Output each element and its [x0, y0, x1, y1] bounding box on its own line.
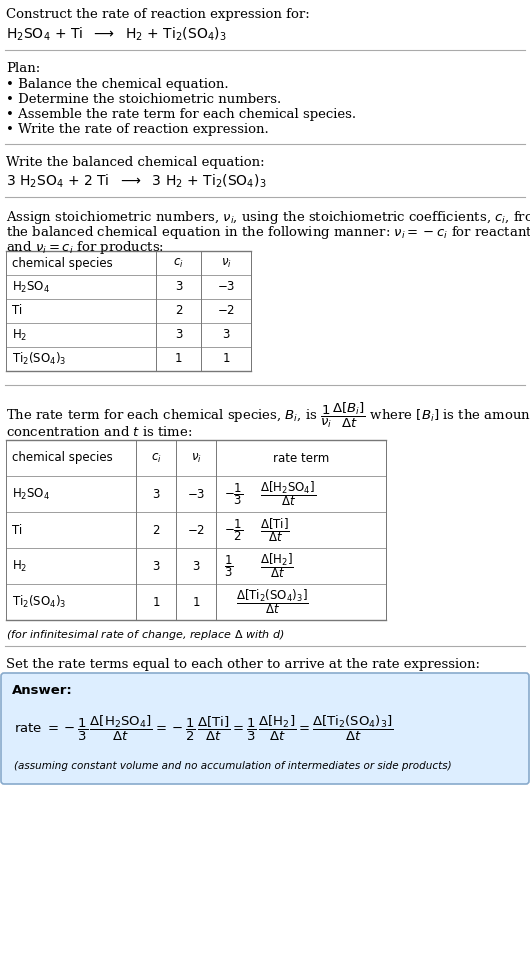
FancyBboxPatch shape	[1, 673, 529, 784]
Text: chemical species: chemical species	[12, 452, 113, 465]
Text: 3: 3	[192, 559, 200, 573]
Text: Ti: Ti	[12, 305, 22, 317]
Text: 3 $\mathrm{H_2SO_4}$ + 2 Ti  $\longrightarrow$  3 $\mathrm{H_2}$ + $\mathrm{Ti_2: 3 $\mathrm{H_2SO_4}$ + 2 Ti $\longrighta…	[6, 173, 267, 190]
Text: Assign stoichiometric numbers, $\nu_i$, using the stoichiometric coefficients, $: Assign stoichiometric numbers, $\nu_i$, …	[6, 209, 530, 226]
Text: Answer:: Answer:	[12, 684, 73, 697]
Text: • Write the rate of reaction expression.: • Write the rate of reaction expression.	[6, 123, 269, 136]
Text: $c_i$: $c_i$	[151, 452, 161, 465]
Text: 1: 1	[175, 352, 182, 365]
Text: rate term: rate term	[273, 452, 329, 465]
Text: Set the rate terms equal to each other to arrive at the rate expression:: Set the rate terms equal to each other t…	[6, 658, 480, 671]
Text: $\mathrm{H_2}$: $\mathrm{H_2}$	[12, 328, 28, 343]
Text: 2: 2	[175, 305, 182, 317]
Text: $\mathrm{H_2SO_4}$: $\mathrm{H_2SO_4}$	[12, 279, 50, 295]
Text: rate $= -\dfrac{1}{3}\,\dfrac{\Delta[\mathrm{H_2SO_4}]}{\Delta t} = -\dfrac{1}{2: rate $= -\dfrac{1}{3}\,\dfrac{\Delta[\ma…	[14, 713, 394, 743]
Text: (assuming constant volume and no accumulation of intermediates or side products): (assuming constant volume and no accumul…	[14, 761, 452, 771]
Text: 3: 3	[175, 280, 182, 294]
Text: $-3$: $-3$	[187, 487, 205, 501]
Text: $-\dfrac{1}{2}$: $-\dfrac{1}{2}$	[224, 517, 243, 543]
Text: $\dfrac{\Delta[\mathrm{H_2SO_4}]}{\Delta t}$: $\dfrac{\Delta[\mathrm{H_2SO_4}]}{\Delta…	[260, 479, 316, 508]
Text: $-2$: $-2$	[217, 305, 235, 317]
Text: 1: 1	[152, 595, 160, 608]
Text: $-3$: $-3$	[217, 280, 235, 294]
Text: $-\dfrac{1}{3}$: $-\dfrac{1}{3}$	[224, 481, 243, 507]
Text: $\mathrm{Ti_2(SO_4)_3}$: $\mathrm{Ti_2(SO_4)_3}$	[12, 594, 66, 610]
Text: $\mathrm{H_2SO_4}$ + Ti  $\longrightarrow$  $\mathrm{H_2}$ + $\mathrm{Ti_2(SO_4): $\mathrm{H_2SO_4}$ + Ti $\longrightarrow…	[6, 26, 227, 43]
Text: Construct the rate of reaction expression for:: Construct the rate of reaction expressio…	[6, 8, 310, 21]
Text: • Assemble the rate term for each chemical species.: • Assemble the rate term for each chemic…	[6, 108, 356, 121]
Text: the balanced chemical equation in the following manner: $\nu_i = -c_i$ for react: the balanced chemical equation in the fo…	[6, 224, 530, 241]
Text: 2: 2	[152, 523, 160, 537]
Text: 1: 1	[192, 595, 200, 608]
Text: (for infinitesimal rate of change, replace $\Delta$ with $d$): (for infinitesimal rate of change, repla…	[6, 628, 285, 642]
Text: 3: 3	[175, 329, 182, 342]
Text: • Determine the stoichiometric numbers.: • Determine the stoichiometric numbers.	[6, 93, 281, 106]
Text: $\mathrm{H_2}$: $\mathrm{H_2}$	[12, 558, 28, 574]
Text: 3: 3	[152, 559, 160, 573]
Text: chemical species: chemical species	[12, 257, 113, 269]
Text: $\mathrm{Ti_2(SO_4)_3}$: $\mathrm{Ti_2(SO_4)_3}$	[12, 351, 66, 367]
Text: 3: 3	[152, 487, 160, 501]
Text: The rate term for each chemical species, $B_i$, is $\dfrac{1}{\nu_i}\dfrac{\Delt: The rate term for each chemical species,…	[6, 401, 530, 430]
Text: $\mathrm{H_2SO_4}$: $\mathrm{H_2SO_4}$	[12, 486, 50, 502]
Text: Ti: Ti	[12, 523, 22, 537]
Text: $\dfrac{\Delta[\mathrm{Ti}]}{\Delta t}$: $\dfrac{\Delta[\mathrm{Ti}]}{\Delta t}$	[260, 516, 290, 544]
Text: and $\nu_i = c_i$ for products:: and $\nu_i = c_i$ for products:	[6, 239, 164, 256]
Text: $\nu_i$: $\nu_i$	[191, 452, 201, 465]
Text: Plan:: Plan:	[6, 62, 40, 75]
Text: $\dfrac{\Delta[\mathrm{H_2}]}{\Delta t}$: $\dfrac{\Delta[\mathrm{H_2}]}{\Delta t}$	[260, 551, 294, 581]
Text: $\dfrac{1}{3}$: $\dfrac{1}{3}$	[224, 553, 234, 579]
Text: 1: 1	[222, 352, 229, 365]
Text: $c_i$: $c_i$	[173, 257, 184, 269]
Text: $-2$: $-2$	[187, 523, 205, 537]
Text: concentration and $t$ is time:: concentration and $t$ is time:	[6, 425, 192, 439]
Text: $\dfrac{\Delta[\mathrm{Ti_2(SO_4)_3}]}{\Delta t}$: $\dfrac{\Delta[\mathrm{Ti_2(SO_4)_3}]}{\…	[236, 588, 308, 617]
Text: $\nu_i$: $\nu_i$	[220, 257, 232, 269]
Text: • Balance the chemical equation.: • Balance the chemical equation.	[6, 78, 228, 91]
Text: Write the balanced chemical equation:: Write the balanced chemical equation:	[6, 156, 264, 169]
Text: 3: 3	[222, 329, 229, 342]
